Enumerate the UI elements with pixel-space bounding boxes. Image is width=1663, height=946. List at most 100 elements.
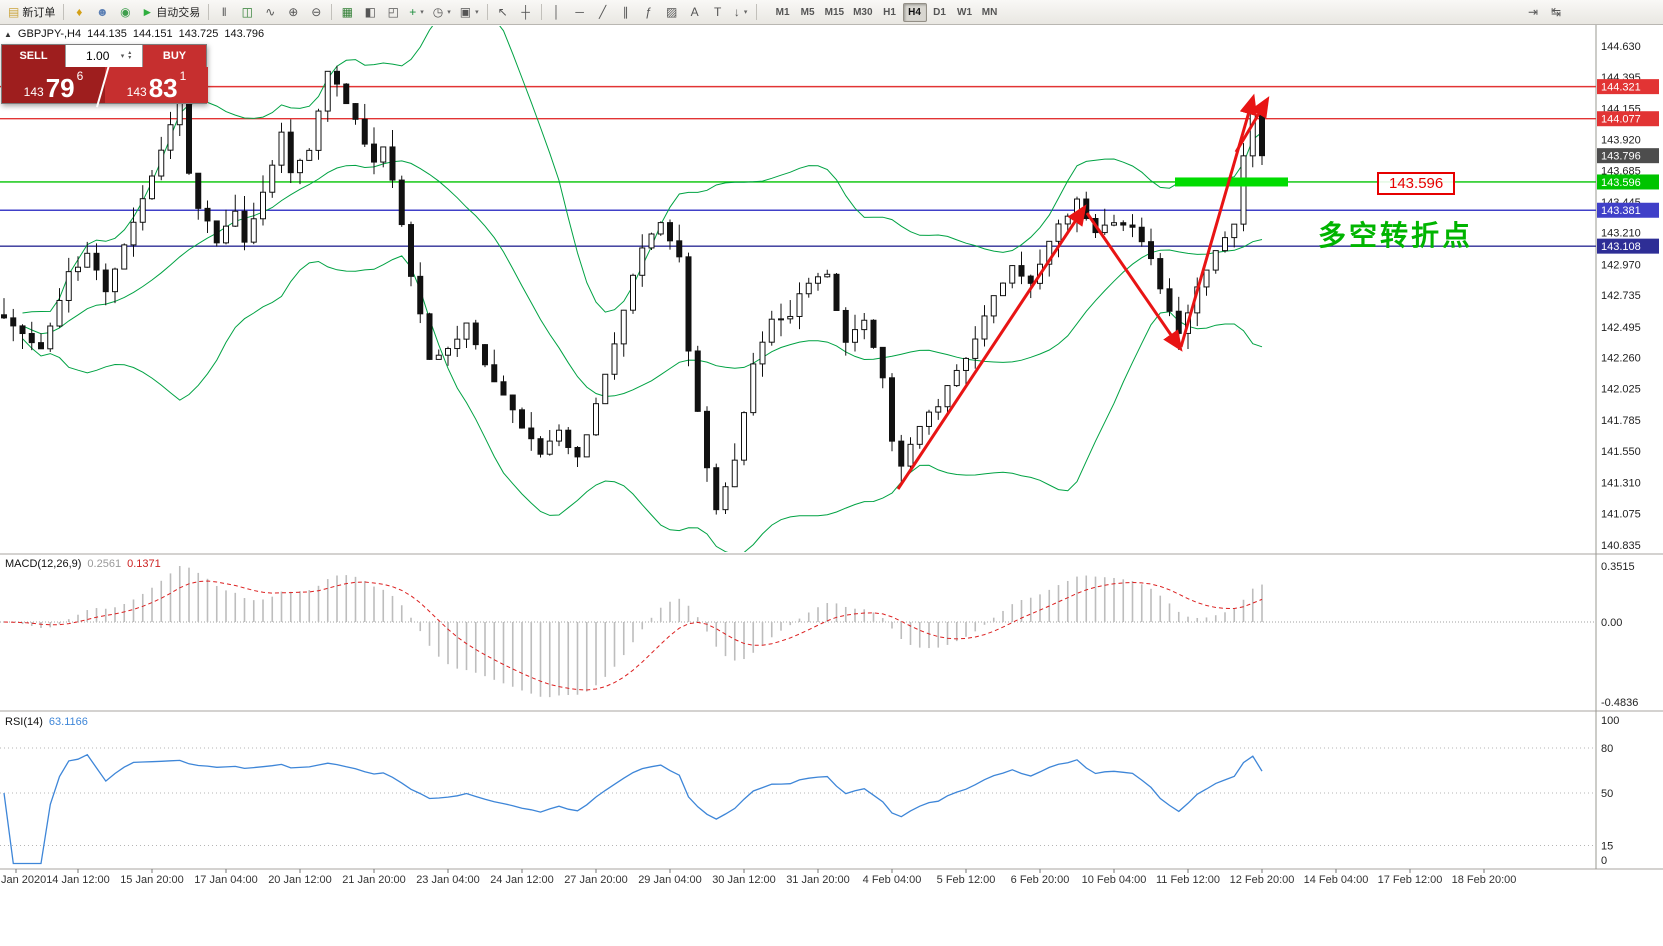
timeframe-m15[interactable]: M15 [824, 6, 845, 18]
timeframe-h1[interactable]: H1 [883, 6, 896, 18]
vertical-line-button[interactable]: │ [546, 2, 568, 23]
svg-text:13 Jan 2020: 13 Jan 2020 [0, 874, 46, 886]
main-chart-area[interactable] [0, 7, 1596, 554]
shapes-button[interactable]: ▨ [661, 2, 683, 23]
rsi-value: 63.1166 [48, 716, 88, 728]
volume-caret-icon[interactable]: ▾ [120, 53, 125, 60]
timeframe-h4[interactable]: H4 [902, 2, 927, 22]
price-level-label[interactable]: 143.596 [1377, 172, 1456, 195]
label-button[interactable]: T [707, 2, 729, 23]
spin-down-icon[interactable]: ▾ [128, 55, 132, 61]
toolbar-separator [540, 4, 542, 20]
timeframe-d1[interactable]: D1 [933, 6, 946, 18]
svg-text:141.075: 141.075 [1601, 508, 1641, 520]
svg-text:142.735: 142.735 [1601, 290, 1641, 302]
data-window-icon: ☻ [96, 5, 109, 19]
navigator-button[interactable]: ◉ [114, 2, 136, 23]
svg-text:18 Feb 20:00: 18 Feb 20:00 [1452, 874, 1517, 886]
svg-text:141.310: 141.310 [1601, 478, 1641, 490]
templates-button[interactable]: ▣ ▾ [456, 2, 483, 23]
symbol-period-label: GBPJPY-,H4 [17, 28, 82, 40]
chart-shift-button[interactable]: ↹ [1545, 2, 1567, 23]
trendline-button[interactable]: ╱ [592, 2, 614, 23]
spin-up-icon[interactable]: ▴ [128, 50, 132, 56]
macd-histogram [12, 566, 1263, 698]
pivot-annotation-text[interactable]: 多空转折点 [1318, 220, 1474, 251]
svg-text:27 Jan 20:00: 27 Jan 20:00 [564, 874, 628, 886]
market-watch-button[interactable]: ♦ [68, 2, 90, 23]
svg-text:21 Jan 20:00: 21 Jan 20:00 [342, 874, 406, 886]
timeframe-m5[interactable]: M5 [800, 6, 815, 18]
cascade-windows-button[interactable]: ◧ [359, 2, 381, 23]
timeframe-w1[interactable]: W1 [957, 6, 973, 18]
one-click-panel-toggle[interactable]: ▲ [4, 29, 12, 39]
rsi-pane[interactable] [0, 747, 1596, 865]
line-chart-icon: ∿ [265, 5, 276, 19]
crosshair-icon: ┼ [521, 5, 530, 19]
timeframe-m30[interactable]: M30 [853, 6, 873, 18]
cursor-button[interactable]: ↖ [492, 2, 514, 23]
svg-text:142.025: 142.025 [1601, 384, 1641, 396]
one-click-trading-panel: SELL ▾ ▴ ▾ BUY 143 79 6 143 83 1 [1, 44, 208, 108]
rsi-scale-label: 100 [1601, 715, 1619, 727]
svg-text:143.596: 143.596 [1601, 177, 1641, 189]
text-button[interactable]: A [684, 2, 706, 23]
svg-text:144.630: 144.630 [1601, 41, 1641, 53]
trend-arrows[interactable] [896, 93, 1270, 490]
rsi-scale-label: 0 [1601, 855, 1607, 867]
zoom-in-button[interactable]: ⊕ [282, 2, 304, 23]
svg-text:14 Feb 04:00: 14 Feb 04:00 [1304, 874, 1369, 886]
volume-spinner[interactable]: ▴ ▾ [128, 50, 132, 61]
svg-text:14 Jan 12:00: 14 Jan 12:00 [46, 874, 110, 886]
timeframe-m1[interactable]: M1 [775, 6, 790, 18]
sell-price-prefix: 143 [23, 85, 44, 99]
new-order-button[interactable]: ▤ 新订单 [4, 2, 59, 23]
macd-scale-label: 0.00 [1601, 617, 1622, 629]
shapes-icon: ▨ [665, 5, 678, 19]
volume-input[interactable] [76, 49, 119, 63]
fibonacci-button[interactable]: ƒ [638, 2, 660, 23]
indicators-button[interactable]: + ▾ [405, 2, 428, 23]
arrange-windows-icon: ◰ [387, 5, 399, 19]
bar-chart-button[interactable]: ‖ [213, 2, 235, 23]
svg-text:143.108: 143.108 [1601, 241, 1641, 253]
autotrading-button[interactable]: ► 自动交易 [137, 2, 204, 23]
caret-down-icon: ▾ [447, 9, 451, 16]
zoom-out-button[interactable]: ⊖ [305, 2, 327, 23]
navigator-icon: ◉ [120, 5, 131, 19]
channel-icon: ∥ [622, 5, 629, 19]
rsi-scale-label: 80 [1601, 743, 1613, 755]
toolbar-separator [486, 4, 488, 20]
svg-text:140.835: 140.835 [1601, 540, 1641, 552]
svg-text:142.970: 142.970 [1601, 259, 1641, 271]
svg-text:143.685: 143.685 [1601, 165, 1641, 177]
data-window-button[interactable]: ☻ [91, 2, 113, 23]
support-highlight-band[interactable] [1175, 177, 1288, 187]
timeframe-mn[interactable]: MN [981, 6, 998, 18]
line-chart-button[interactable]: ∿ [259, 2, 281, 23]
arrows-button[interactable]: ↓ ▾ [730, 2, 752, 23]
sell-price-button[interactable]: 143 79 6 [2, 67, 105, 103]
buy-price-button[interactable]: 143 83 1 [105, 67, 208, 103]
periods-button[interactable]: ◷ ▾ [429, 2, 455, 23]
tile-windows-button[interactable]: ▦ [336, 2, 358, 23]
macd-pane[interactable] [0, 566, 1596, 698]
crosshair-button[interactable]: ┼ [515, 2, 537, 23]
horizontal-line-button[interactable]: ─ [569, 2, 591, 23]
timeframe-toolbar: M1 M5 M15 M30 H1 H4 D1 W1 MN [771, 2, 1002, 22]
svg-text:17 Jan 04:00: 17 Jan 04:00 [194, 874, 258, 886]
autoscroll-button[interactable]: ⇥ [1522, 2, 1544, 23]
arrange-windows-button[interactable]: ◰ [382, 2, 404, 23]
sell-button[interactable]: SELL [2, 45, 65, 67]
new-order-icon: ▤ [8, 5, 20, 19]
candlestick-chart-button[interactable]: ◫ [236, 2, 258, 23]
toolbar-separator [208, 4, 210, 20]
macd-signal-line [3, 580, 1263, 691]
price-axis[interactable]: 144.630144.395144.155143.920143.685143.4… [1597, 41, 1659, 552]
buy-button[interactable]: BUY [143, 45, 206, 67]
channel-button[interactable]: ∥ [615, 2, 637, 23]
toolbar-separator [755, 4, 757, 20]
tile-windows-icon: ▦ [341, 5, 353, 19]
